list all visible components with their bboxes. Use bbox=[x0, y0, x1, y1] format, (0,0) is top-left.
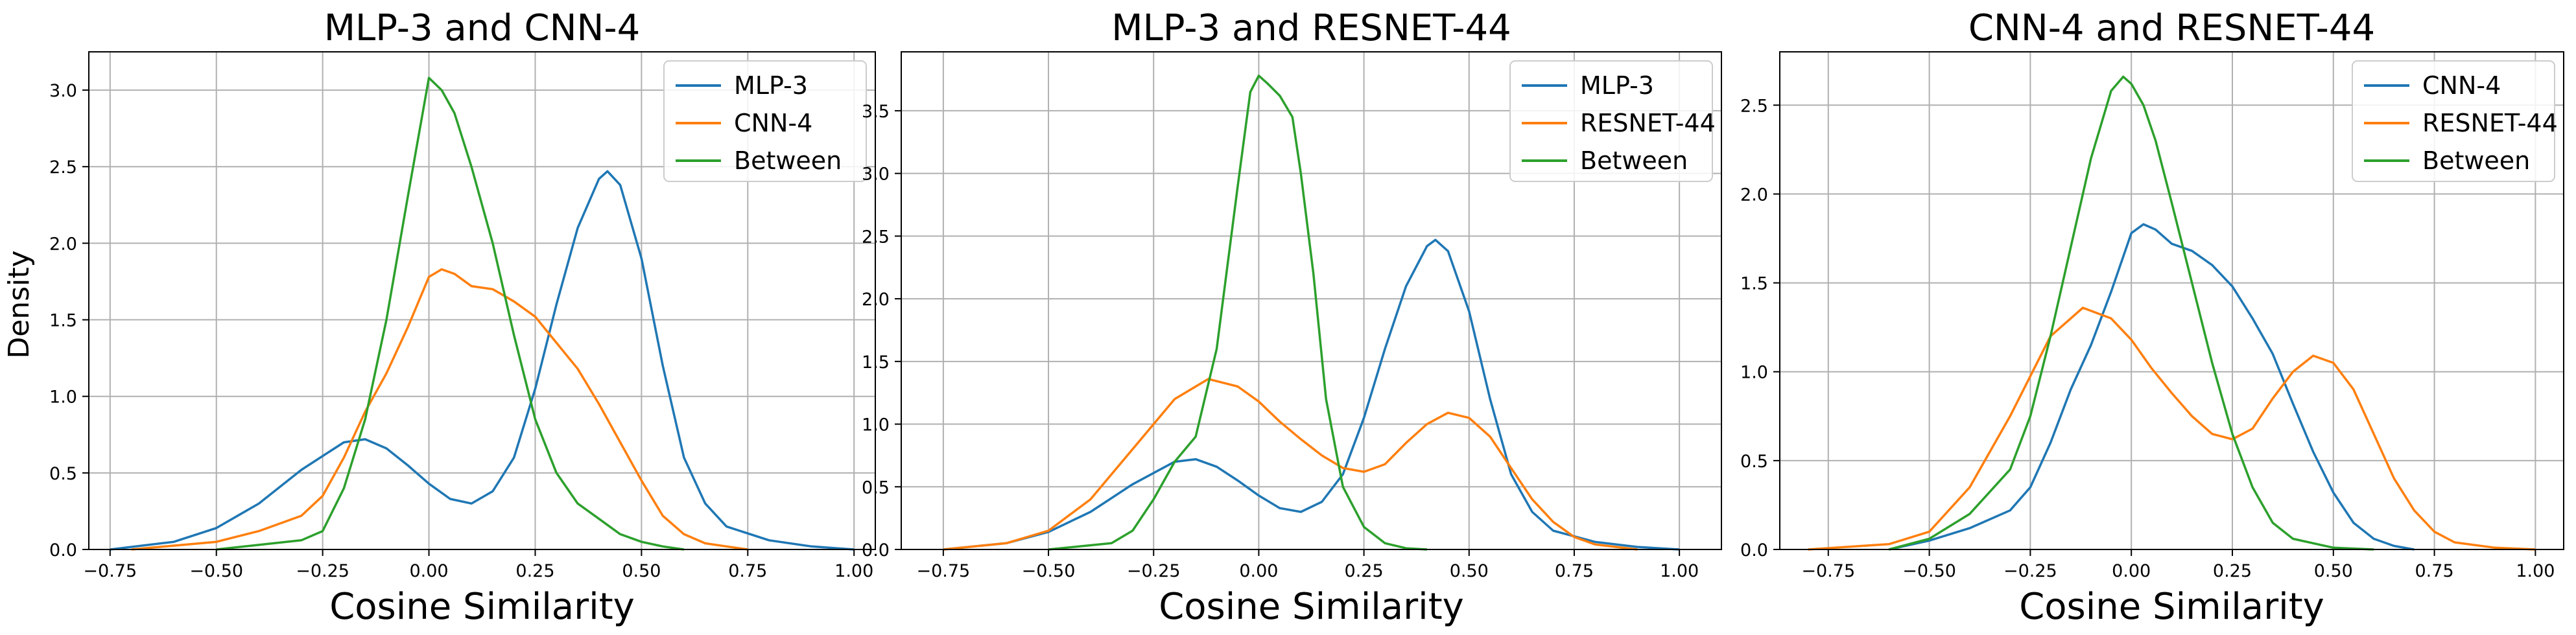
chart-title: MLP-3 and RESNET-44 bbox=[1111, 7, 1511, 49]
legend-label: CNN-4 bbox=[734, 109, 812, 137]
x-tick-label: −0.50 bbox=[189, 561, 243, 581]
y-tick-label: 2.0 bbox=[1740, 185, 1768, 205]
series-line-cnn-4 bbox=[1888, 223, 2415, 551]
x-tick-label: 0.25 bbox=[515, 561, 554, 581]
x-axis-label: Cosine Similarity bbox=[1159, 586, 1464, 628]
y-tick-label: 0.0 bbox=[49, 540, 77, 560]
chart-title: MLP-3 and CNN-4 bbox=[324, 7, 641, 49]
y-tick-label: 1.5 bbox=[862, 352, 890, 373]
y-tick-label: 1.0 bbox=[49, 387, 77, 408]
x-tick-label: 0.75 bbox=[2415, 561, 2454, 581]
legend-box bbox=[2352, 60, 2555, 182]
x-axis-label: Cosine Similarity bbox=[329, 586, 635, 628]
legend-label: MLP-3 bbox=[734, 71, 808, 100]
legend-label: MLP-3 bbox=[1580, 71, 1654, 100]
y-tick-label: 2.0 bbox=[862, 290, 890, 310]
legend-box bbox=[1509, 60, 1713, 182]
chart-panel-3: −0.75 −0.50 −0.25 0.00 0.25 0.50 0.75 1.00 0.0 0.… bbox=[1740, 7, 2564, 628]
y-tick-label: 2.0 bbox=[49, 234, 77, 254]
x-tick-label: −0.75 bbox=[1801, 561, 1855, 581]
y-tick-label: 0.5 bbox=[49, 464, 77, 484]
x-tick-label: −0.75 bbox=[916, 561, 970, 581]
y-tick-label: 0.5 bbox=[862, 478, 890, 498]
series-line-mlp-3 bbox=[943, 238, 1680, 551]
chart-title: CNN-4 and RESNET-44 bbox=[1968, 7, 2375, 49]
plot-frame bbox=[1779, 51, 2564, 550]
x-tick-label: −0.50 bbox=[1902, 561, 1956, 581]
legend-box bbox=[663, 60, 867, 182]
series-line-between bbox=[1048, 75, 1428, 551]
y-tick-label: 2.5 bbox=[49, 157, 77, 178]
x-tick-label: −0.25 bbox=[296, 561, 349, 581]
legend-label: RESNET-44 bbox=[1580, 109, 1716, 137]
series-line-between bbox=[216, 76, 685, 551]
x-tick-label: 0.50 bbox=[622, 561, 661, 581]
y-tick-label: 3.5 bbox=[862, 102, 890, 122]
x-tick-label: −0.75 bbox=[83, 561, 137, 581]
x-tick-label: −0.25 bbox=[1127, 561, 1181, 581]
x-tick-label: 0.00 bbox=[409, 561, 448, 581]
series-line-between bbox=[1888, 75, 2374, 551]
legend: MLP-3 RESNET-44 Between bbox=[1509, 60, 1716, 182]
y-tick-label: 1.0 bbox=[1740, 363, 1768, 383]
legend-label: RESNET-44 bbox=[2422, 109, 2558, 137]
y-tick-label: 2.5 bbox=[1740, 96, 1768, 116]
x-tick-label: 0.75 bbox=[1555, 561, 1594, 581]
x-tick-label: 0.50 bbox=[1450, 561, 1489, 581]
y-tick-label: 1.5 bbox=[1740, 274, 1768, 294]
series-line-resnet-44 bbox=[943, 378, 1638, 551]
x-tick-label: 1.00 bbox=[1660, 561, 1699, 581]
x-tick-label: 0.00 bbox=[2112, 561, 2151, 581]
legend: MLP-3 CNN-4 Between bbox=[663, 60, 867, 182]
x-axis-label: Cosine Similarity bbox=[2019, 586, 2324, 628]
y-axis-label: Density bbox=[3, 250, 36, 358]
y-tick-label: 3.0 bbox=[49, 81, 77, 101]
y-tick-label: 0.5 bbox=[1740, 452, 1768, 472]
x-tick-label: 0.50 bbox=[2314, 561, 2353, 581]
chart-panel-1: −0.75 −0.50 −0.25 0.00 0.25 0.50 0.75 1.00 0.0 0.… bbox=[49, 7, 876, 628]
x-tick-label: 1.00 bbox=[2516, 561, 2555, 581]
x-tick-label: −0.25 bbox=[2003, 561, 2057, 581]
legend-label: Between bbox=[2422, 146, 2530, 175]
x-tick-label: 1.00 bbox=[834, 561, 873, 581]
plot-frame bbox=[901, 51, 1722, 550]
series-line-cnn-4 bbox=[131, 268, 748, 551]
chart-panel-2: −0.75 −0.50 −0.25 0.00 0.25 0.50 0.75 1.00 0.0 0.… bbox=[862, 7, 1722, 628]
series-line-resnet-44 bbox=[1808, 306, 2536, 551]
series-line-mlp-3 bbox=[110, 170, 855, 551]
y-tick-label: 1.5 bbox=[49, 311, 77, 331]
y-tick-label: 2.5 bbox=[862, 227, 890, 247]
legend: CNN-4 RESNET-44 Between bbox=[2352, 60, 2558, 182]
legend-label: CNN-4 bbox=[2422, 71, 2501, 100]
x-tick-label: 0.00 bbox=[1239, 561, 1278, 581]
x-tick-label: 0.25 bbox=[2213, 561, 2252, 581]
legend-label: Between bbox=[734, 146, 842, 175]
legend-label: Between bbox=[1580, 146, 1688, 175]
x-tick-label: −0.50 bbox=[1022, 561, 1076, 581]
y-tick-label: 0.0 bbox=[862, 540, 890, 560]
y-tick-label: 3.0 bbox=[862, 165, 890, 185]
plot-frame bbox=[88, 51, 876, 550]
x-tick-label: 0.75 bbox=[728, 561, 767, 581]
x-tick-label: 0.25 bbox=[1345, 561, 1384, 581]
y-tick-label: 1.0 bbox=[862, 415, 890, 435]
y-tick-label: 0.0 bbox=[1740, 540, 1768, 560]
